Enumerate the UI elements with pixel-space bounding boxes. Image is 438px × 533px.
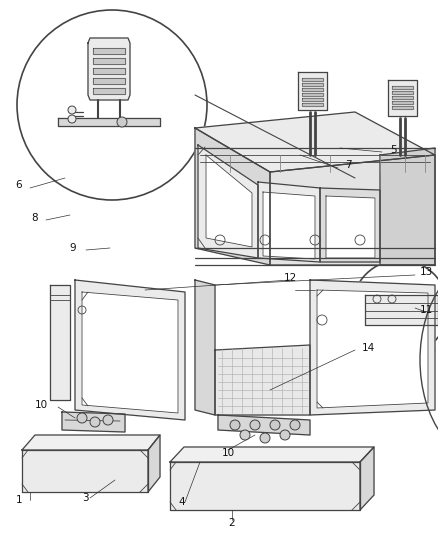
Circle shape (68, 106, 76, 114)
Text: 5: 5 (390, 145, 397, 155)
Polygon shape (302, 103, 323, 106)
Polygon shape (93, 58, 125, 64)
Polygon shape (195, 112, 435, 172)
Polygon shape (270, 155, 435, 265)
Ellipse shape (79, 344, 97, 366)
Polygon shape (317, 290, 428, 408)
Polygon shape (218, 415, 310, 435)
Text: 14: 14 (362, 343, 375, 353)
Circle shape (290, 420, 300, 430)
Text: 13: 13 (420, 267, 433, 277)
Text: 6: 6 (15, 180, 22, 190)
Polygon shape (75, 280, 185, 420)
Polygon shape (302, 83, 323, 86)
Text: 9: 9 (69, 243, 76, 253)
Circle shape (77, 413, 87, 423)
Polygon shape (360, 447, 374, 510)
Polygon shape (310, 280, 435, 415)
Polygon shape (380, 148, 435, 265)
Polygon shape (388, 80, 417, 116)
Polygon shape (170, 462, 360, 510)
Polygon shape (206, 155, 252, 247)
Polygon shape (392, 91, 413, 94)
Text: 4: 4 (179, 497, 185, 507)
Polygon shape (302, 98, 323, 101)
Polygon shape (320, 188, 380, 262)
Polygon shape (88, 38, 130, 100)
Circle shape (17, 10, 207, 200)
Circle shape (230, 420, 240, 430)
Circle shape (90, 417, 100, 427)
Circle shape (260, 433, 270, 443)
Text: 7: 7 (345, 160, 352, 170)
Polygon shape (50, 285, 70, 400)
Polygon shape (170, 447, 374, 462)
Polygon shape (93, 78, 125, 84)
Circle shape (270, 420, 280, 430)
Ellipse shape (421, 343, 435, 357)
Text: 11: 11 (420, 305, 433, 315)
Text: 10: 10 (35, 400, 48, 410)
Circle shape (117, 117, 127, 127)
Polygon shape (195, 128, 270, 265)
Polygon shape (298, 72, 327, 110)
Polygon shape (62, 412, 125, 432)
Polygon shape (58, 118, 160, 126)
Polygon shape (392, 106, 413, 109)
Text: 12: 12 (283, 273, 297, 283)
Polygon shape (198, 145, 258, 258)
Polygon shape (93, 88, 125, 94)
Polygon shape (93, 68, 125, 74)
Polygon shape (392, 86, 413, 89)
Polygon shape (326, 196, 375, 258)
Polygon shape (215, 345, 310, 415)
Polygon shape (263, 192, 315, 259)
Circle shape (250, 420, 260, 430)
Text: 10: 10 (222, 448, 235, 458)
Circle shape (280, 430, 290, 440)
Polygon shape (93, 48, 125, 54)
Text: 3: 3 (82, 493, 88, 503)
Polygon shape (392, 96, 413, 99)
Text: 8: 8 (32, 213, 38, 223)
Circle shape (68, 115, 76, 123)
Polygon shape (302, 93, 323, 96)
Polygon shape (302, 88, 323, 91)
Polygon shape (365, 295, 438, 325)
Polygon shape (148, 435, 160, 492)
Circle shape (240, 430, 250, 440)
Polygon shape (258, 182, 320, 262)
Polygon shape (302, 78, 323, 81)
Polygon shape (22, 435, 160, 450)
Circle shape (352, 260, 438, 356)
Polygon shape (195, 280, 215, 415)
Polygon shape (82, 292, 178, 413)
Polygon shape (392, 101, 413, 104)
Text: 1: 1 (15, 495, 22, 505)
Text: 2: 2 (229, 518, 235, 528)
Circle shape (103, 415, 113, 425)
Polygon shape (22, 450, 148, 492)
